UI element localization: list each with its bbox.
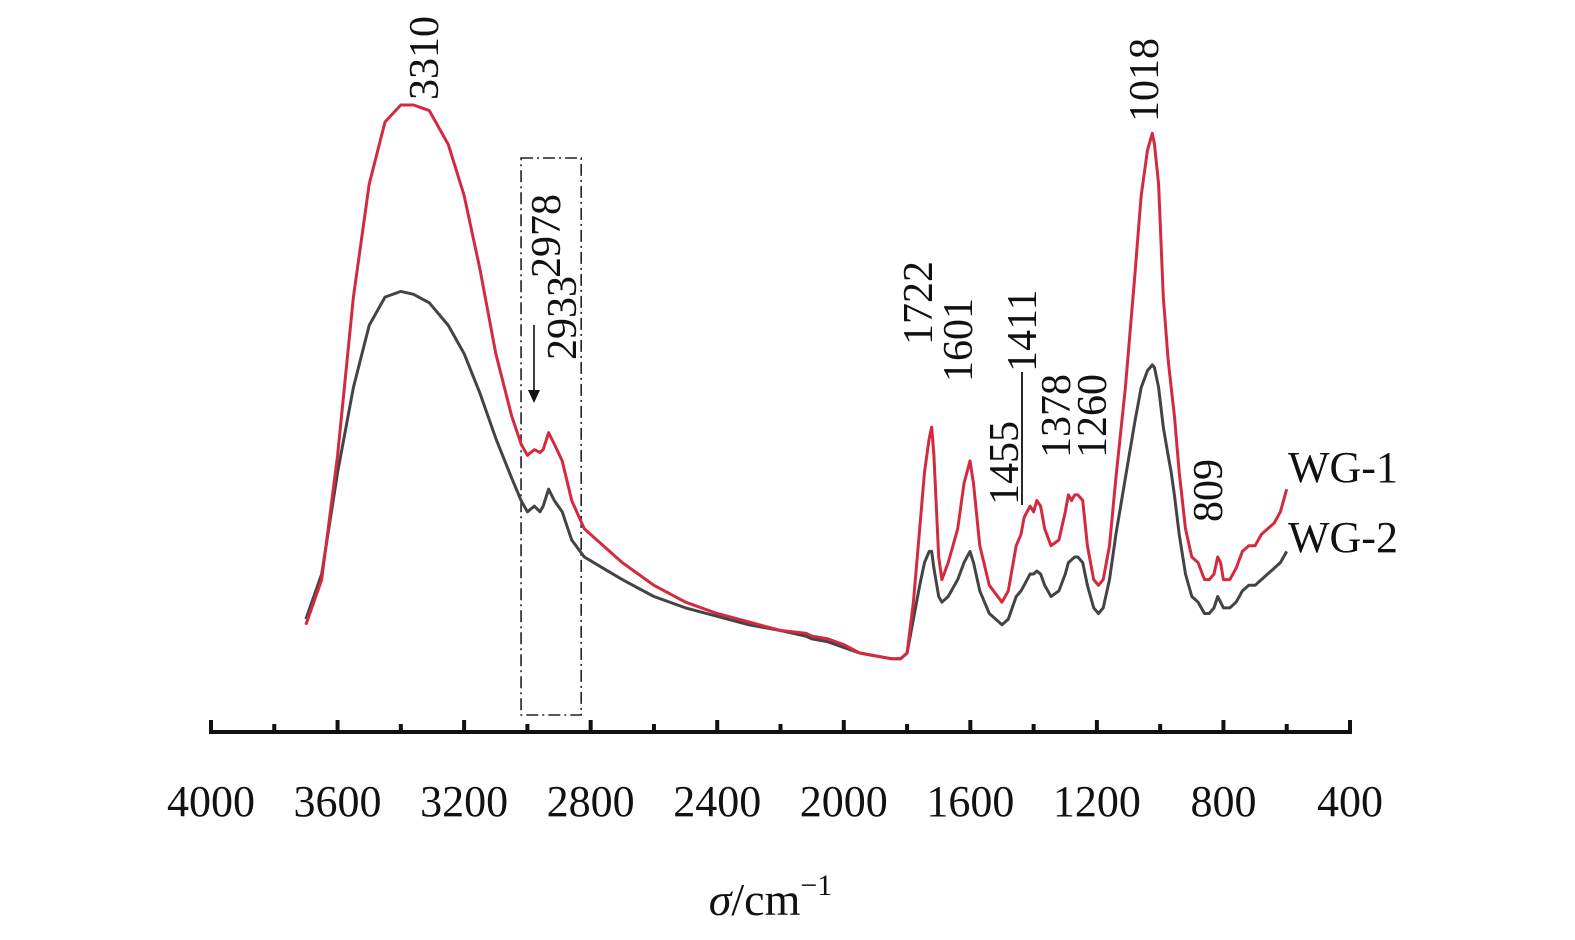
x-tick-label: 2800: [547, 777, 635, 826]
x-tick-label: 2000: [800, 777, 888, 826]
peak-label-2978: 2978: [524, 194, 570, 278]
x-axis: 4000 3600 3200 2800 2400 2000 1600 1200 800 400: [167, 720, 1383, 826]
legend-label-wg-2: WG-2: [1288, 513, 1398, 562]
peak-label-1018: 1018: [1122, 38, 1168, 122]
series-line-wg-1: [304, 103, 1289, 661]
x-tick-label: 3200: [420, 777, 508, 826]
series-layer: [304, 103, 1289, 661]
x-tick-label: 2400: [673, 777, 761, 826]
x-tick-label: 4000: [167, 777, 255, 826]
x-tick-label: 400: [1317, 777, 1383, 826]
x-tick-label: 1200: [1053, 777, 1141, 826]
legend-label-wg-1: WG-1: [1288, 443, 1398, 492]
highlight-box-layer: [520, 157, 582, 716]
series-line-wg-2: [304, 289, 1289, 661]
peak-label-3310: 3310: [402, 16, 448, 100]
peak-label-809: 809: [1186, 459, 1232, 522]
peak-label-1378: 1378: [1034, 374, 1080, 458]
arrow-head-icon: [528, 390, 540, 403]
highlight-box: [520, 157, 582, 716]
x-tick-label: 1600: [926, 777, 1014, 826]
legend: WG-1 WG-2: [1288, 443, 1398, 562]
peak-label-2933: 2933: [540, 276, 586, 360]
x-tick-label: 800: [1190, 777, 1256, 826]
x-tick-label: 3600: [294, 777, 382, 826]
peak-label-1601: 1601: [936, 298, 982, 382]
peak-label-1722: 1722: [896, 261, 942, 345]
peak-label-1260: 1260: [1070, 374, 1116, 458]
x-axis-title: σ/cm−1: [709, 869, 833, 925]
peak-label-1411: 1411: [1000, 290, 1046, 372]
peak-label-1455: 1455: [982, 421, 1028, 505]
